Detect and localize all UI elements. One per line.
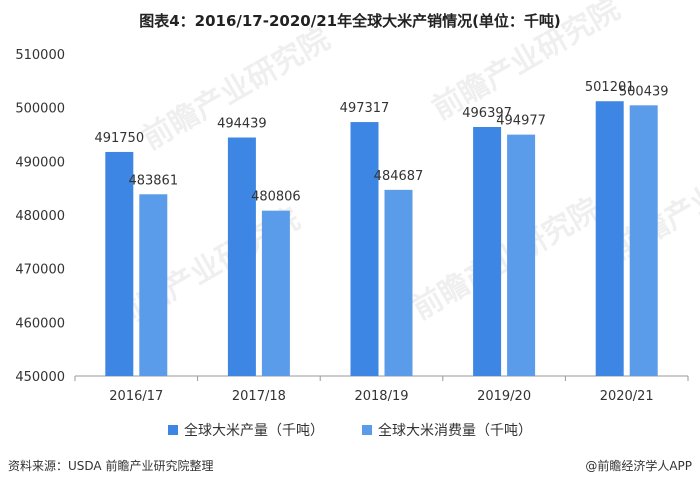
watermark-text: 前瞻产业研究院 bbox=[407, 192, 606, 327]
data-label-consumption: 484687 bbox=[374, 169, 424, 184]
x-tick-label: 2017/18 bbox=[232, 389, 286, 404]
watermark-text: 前瞻产业研究院 bbox=[137, 22, 336, 157]
bar-consumption bbox=[139, 194, 168, 376]
data-label-production: 494439 bbox=[217, 117, 267, 132]
x-tick-label: 2020/21 bbox=[600, 389, 654, 404]
data-label-consumption: 480806 bbox=[251, 190, 301, 205]
data-label-consumption: 494977 bbox=[496, 114, 546, 129]
data-label-consumption: 483861 bbox=[128, 173, 178, 188]
y-tick-label: 510000 bbox=[15, 48, 65, 63]
source-note: 资料来源：USDA 前瞻产业研究院整理 bbox=[8, 459, 214, 473]
chart-legend: 全球大米产量（千吨） 全球大米消费量（千吨） bbox=[0, 420, 700, 440]
x-tick-label: 2016/17 bbox=[109, 389, 163, 404]
brand-note: @前瞻经济学人APP bbox=[585, 459, 692, 473]
bar-production bbox=[473, 127, 502, 376]
legend-item-production: 全球大米产量（千吨） bbox=[168, 420, 324, 440]
legend-swatch-consumption bbox=[362, 425, 372, 435]
data-label-production: 501201 bbox=[585, 80, 635, 95]
legend-label-consumption: 全球大米消费量（千吨） bbox=[378, 423, 532, 439]
bar-consumption bbox=[261, 210, 290, 376]
data-label-consumption: 500439 bbox=[619, 84, 669, 99]
footer: 资料来源：USDA 前瞻产业研究院整理 @前瞻经济学人APP bbox=[8, 457, 692, 474]
chart-title: 图表4：2016/17-2020/21年全球大米产销情况(单位：千吨) bbox=[139, 12, 561, 30]
data-label-production: 491750 bbox=[94, 131, 144, 146]
y-tick-label: 490000 bbox=[15, 155, 65, 170]
x-tick-label: 2019/20 bbox=[477, 389, 531, 404]
bar-production bbox=[227, 137, 256, 376]
y-tick-label: 480000 bbox=[15, 209, 65, 224]
legend-label-production: 全球大米产量（千吨） bbox=[184, 423, 324, 439]
y-tick-label: 500000 bbox=[15, 102, 65, 117]
bar-consumption bbox=[384, 189, 413, 376]
data-label-production: 497317 bbox=[340, 101, 390, 116]
bar-production bbox=[350, 122, 379, 376]
data-label-production: 496397 bbox=[462, 106, 512, 121]
y-tick-label: 470000 bbox=[15, 263, 65, 278]
y-tick-label: 450000 bbox=[15, 370, 65, 385]
bar-consumption bbox=[629, 105, 658, 376]
legend-swatch-production bbox=[168, 425, 178, 435]
bar-production bbox=[595, 101, 624, 376]
bar-production bbox=[105, 151, 134, 376]
x-tick-label: 2018/19 bbox=[354, 389, 408, 404]
bar-consumption bbox=[507, 134, 536, 376]
y-tick-label: 460000 bbox=[15, 316, 65, 331]
legend-item-consumption: 全球大米消费量（千吨） bbox=[362, 420, 532, 440]
